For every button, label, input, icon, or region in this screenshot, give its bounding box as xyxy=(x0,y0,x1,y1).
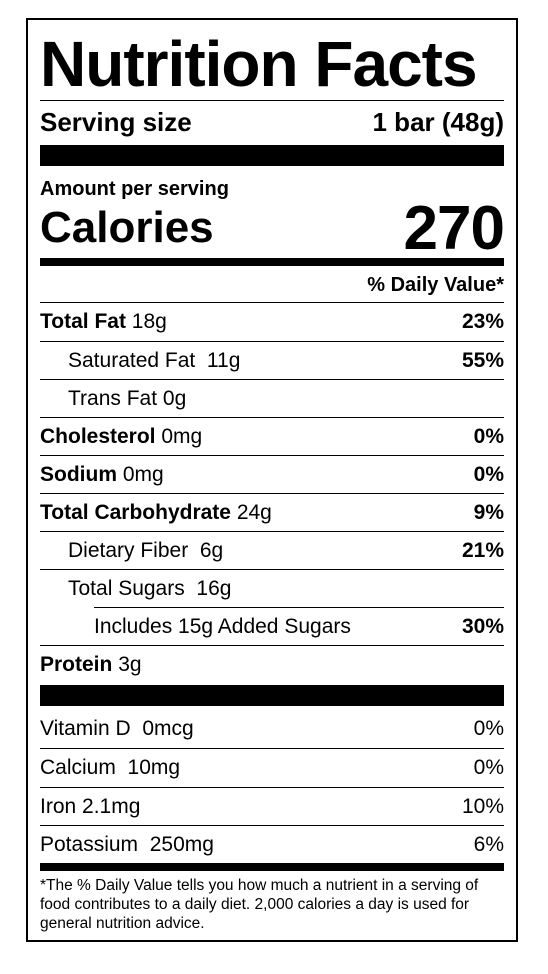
calories-label: Calories xyxy=(40,203,214,252)
divider-thin xyxy=(94,607,504,608)
vitamin-name: Calcium xyxy=(40,755,116,779)
daily-value-header: % Daily Value* xyxy=(367,273,504,296)
divider-thick xyxy=(40,685,504,706)
divider-medium xyxy=(40,258,504,266)
serving-size-label: Serving size xyxy=(40,106,192,137)
daily-value-footnote: *The % Daily Value tells you how much a … xyxy=(40,877,479,932)
amount-per-serving-row: Amount per serving xyxy=(40,176,504,202)
nutrient-amount: 6g xyxy=(199,539,224,562)
nutrient-amount: 11g xyxy=(206,349,241,372)
divider-thin xyxy=(40,417,504,418)
nutrient-row-total-carbohydrate: Total Carbohydrate 24g 9% xyxy=(40,494,504,532)
divider-thick xyxy=(40,145,504,166)
divider-thin xyxy=(40,645,504,646)
nutrient-row-cholesterol: Cholesterol 0mg 0% xyxy=(40,418,504,456)
nutrient-amount: 0mg xyxy=(161,425,203,448)
vitamin-name: Potassium xyxy=(40,832,139,856)
divider-thin xyxy=(40,379,504,380)
nutrient-name: Total Carbohydrate xyxy=(40,501,231,524)
vitamin-dv: 0% xyxy=(473,755,504,779)
nutrient-row-dietary-fiber: Dietary Fiber 6g 21% xyxy=(40,532,504,570)
divider-thin xyxy=(40,455,504,456)
vitamin-name: Vitamin D xyxy=(40,716,131,740)
amount-per-serving-label: Amount per serving xyxy=(40,177,229,200)
nutrient-amount: 3g xyxy=(118,653,142,676)
vitamin-row-vitamin-d: Vitamin D 0mcg 0% xyxy=(40,710,504,747)
serving-size-row: Serving size 1 bar (48g) xyxy=(40,102,504,142)
nutrient-name: Trans Fat xyxy=(68,387,158,410)
nutrient-name: Includes 15g Added Sugars xyxy=(94,615,351,638)
nutrient-row-sodium: Sodium 0mg 0% xyxy=(40,456,504,494)
nutrient-row-saturated-fat: Saturated Fat 11g 55% xyxy=(40,342,504,380)
nutrient-dv: 30% xyxy=(461,615,504,638)
divider-thin xyxy=(40,787,504,788)
divider-thin xyxy=(40,825,504,826)
nutrient-amount: 18g xyxy=(131,310,167,333)
nutrient-name: Dietary Fiber xyxy=(68,539,189,562)
nutrient-dv: 21% xyxy=(461,539,504,562)
divider-thin xyxy=(40,493,504,494)
nutrient-dv: 0% xyxy=(473,425,504,448)
nutrient-amount: 16g xyxy=(196,577,232,600)
nutrient-dv: 0% xyxy=(473,463,504,486)
label-title: Nutrition Facts xyxy=(40,28,478,100)
vitamin-row-potassium: Potassium 250mg 6% xyxy=(40,826,504,863)
nutrient-row-trans-fat: Trans Fat 0g xyxy=(40,380,504,418)
divider-thin xyxy=(40,531,504,532)
nutrient-dv: 9% xyxy=(473,501,504,524)
vitamin-amount: 250mg xyxy=(149,832,214,856)
vitamin-dv: 0% xyxy=(473,716,504,740)
nutrient-row-added-sugars: Includes 15g Added Sugars 30% xyxy=(40,608,504,646)
divider-thin xyxy=(40,341,504,342)
daily-value-header-row: % Daily Value* xyxy=(40,270,504,300)
vitamin-row-iron: Iron 2.1mg 10% xyxy=(40,788,504,825)
nutrient-dv: 23% xyxy=(461,310,504,333)
nutrient-row-protein: Protein 3g xyxy=(40,646,504,684)
divider-medium xyxy=(40,863,504,871)
nutrient-amount: 24g xyxy=(236,501,272,524)
divider-thin xyxy=(40,748,504,749)
vitamin-dv: 6% xyxy=(473,832,504,856)
label-inner: Nutrition Facts Serving size 1 bar (48g)… xyxy=(40,20,505,940)
vitamin-row-calcium: Calcium 10mg 0% xyxy=(40,749,504,786)
nutrient-name: Protein xyxy=(40,653,113,676)
nutrient-amount: 0mg xyxy=(122,463,164,486)
nutrient-dv: 55% xyxy=(461,349,504,372)
nutrient-name: Total Fat xyxy=(40,310,126,333)
nutrient-name: Saturated Fat xyxy=(68,349,196,372)
nutrient-name: Cholesterol xyxy=(40,425,156,448)
divider-thin xyxy=(40,569,504,570)
nutrient-row-total-sugars: Total Sugars 16g xyxy=(40,570,504,608)
nutrition-facts-label: Nutrition Facts Serving size 1 bar (48g)… xyxy=(26,18,518,942)
nutrient-amount: 0g xyxy=(162,387,187,410)
nutrient-row-total-fat: Total Fat 18g 23% xyxy=(40,303,504,341)
calories-value: 270 xyxy=(403,193,505,263)
serving-size-value: 1 bar (48g) xyxy=(372,106,505,137)
calories-row: Calories 270 xyxy=(40,194,505,263)
vitamin-amount: 0mcg xyxy=(142,716,194,740)
divider-thin xyxy=(40,302,504,303)
nutrient-name: Total Sugars xyxy=(68,577,185,600)
vitamin-dv: 10% xyxy=(461,794,504,818)
vitamin-amount: 10mg xyxy=(127,755,181,779)
vitamin-amount: 2.1mg xyxy=(82,794,141,818)
nutrient-name: Sodium xyxy=(40,463,117,486)
vitamin-name: Iron xyxy=(40,794,77,818)
divider-thin xyxy=(40,100,504,101)
